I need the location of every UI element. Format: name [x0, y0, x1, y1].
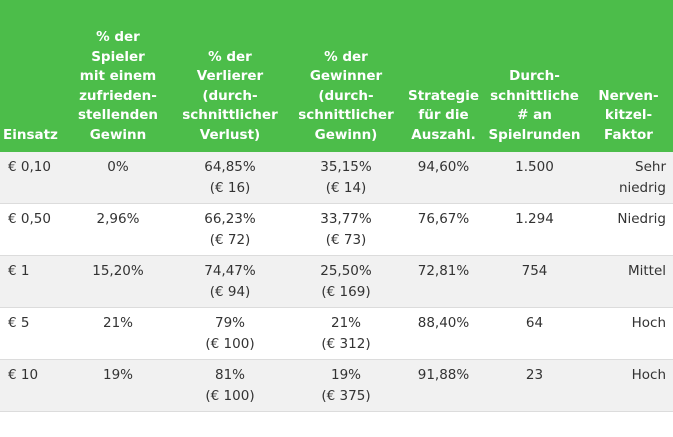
header-row: Einsatz % der Spieler mit einem zufriede… — [0, 0, 673, 152]
header-losers: % der Verlierer (durch- schnittlicher Ve… — [170, 0, 290, 152]
cell-rounds: 64 — [485, 307, 584, 360]
table-row: € 1 15,20% 74,47% (€ 94) 25,50% (€ 169) … — [0, 255, 673, 308]
table-row: € 0,10 0% 64,85% (€ 16) 35,15% (€ 14) 94… — [0, 152, 673, 204]
cell-losers: 74,47% (€ 94) — [170, 255, 290, 308]
cell-strategy: 72,81% — [402, 255, 485, 308]
cell-winners: 21% (€ 312) — [290, 307, 402, 360]
cell-winners: 35,15% (€ 14) — [290, 152, 402, 204]
cell-satisfied: 19% — [66, 359, 170, 412]
cell-rounds: 1.500 — [485, 152, 584, 204]
table-row: € 0,50 2,96% 66,23% (€ 72) 33,77% (€ 73)… — [0, 203, 673, 256]
header-winners: % der Gewinner (durch- schnittlicher Gew… — [290, 0, 402, 152]
cell-stake: € 1 — [0, 255, 66, 308]
table-row: € 5 21% 79% (€ 100) 21% (€ 312) 88,40% 6… — [0, 307, 673, 360]
header-payout-strategy: Strategie für die Auszahl. — [402, 0, 485, 152]
cell-stake: € 0,10 — [0, 152, 66, 204]
cell-stake: € 10 — [0, 359, 66, 412]
cell-winners: 25,50% (€ 169) — [290, 255, 402, 308]
cell-satisfied: 0% — [66, 152, 170, 204]
header-satisfied-players: % der Spieler mit einem zufrieden- stell… — [66, 0, 170, 152]
cell-losers: 64,85% (€ 16) — [170, 152, 290, 204]
cell-satisfied: 21% — [66, 307, 170, 360]
table-row: € 10 19% 81% (€ 100) 19% (€ 375) 91,88% … — [0, 359, 673, 412]
cell-thrill: Sehr niedrig — [584, 152, 673, 204]
cell-winners: 33,77% (€ 73) — [290, 203, 402, 256]
header-thrill-factor: Nerven- kitzel- Faktor — [584, 0, 673, 152]
cell-losers: 66,23% (€ 72) — [170, 203, 290, 256]
stats-table: Einsatz % der Spieler mit einem zufriede… — [0, 0, 673, 412]
cell-rounds: 754 — [485, 255, 584, 308]
cell-winners: 19% (€ 375) — [290, 359, 402, 412]
cell-rounds: 23 — [485, 359, 584, 412]
header-einsatz: Einsatz — [0, 0, 66, 152]
cell-strategy: 88,40% — [402, 307, 485, 360]
cell-losers: 81% (€ 100) — [170, 359, 290, 412]
cell-strategy: 94,60% — [402, 152, 485, 204]
cell-satisfied: 2,96% — [66, 203, 170, 256]
cell-thrill: Niedrig — [584, 203, 673, 256]
cell-strategy: 91,88% — [402, 359, 485, 412]
cell-thrill: Hoch — [584, 307, 673, 360]
cell-strategy: 76,67% — [402, 203, 485, 256]
cell-thrill: Mittel — [584, 255, 673, 308]
cell-satisfied: 15,20% — [66, 255, 170, 308]
header-avg-rounds: Durch- schnittliche # an Spielrunden — [485, 0, 584, 152]
cell-stake: € 5 — [0, 307, 66, 360]
cell-rounds: 1.294 — [485, 203, 584, 256]
cell-thrill: Hoch — [584, 359, 673, 412]
cell-losers: 79% (€ 100) — [170, 307, 290, 360]
cell-stake: € 0,50 — [0, 203, 66, 256]
